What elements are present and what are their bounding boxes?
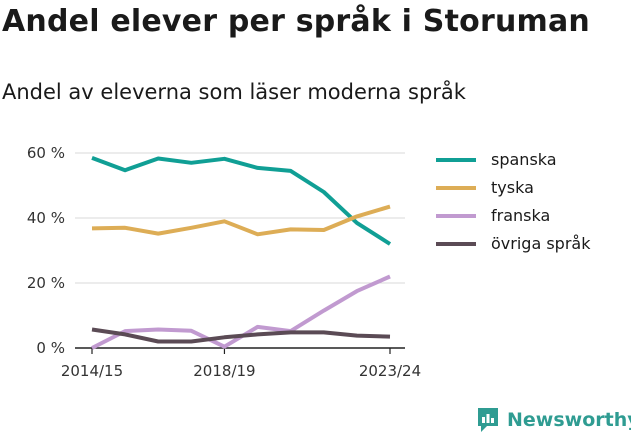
legend-label-spanska: spanska [491,150,557,169]
y-tick-label: 60 % [27,144,65,162]
brand-name: Newsworthy [507,409,631,431]
y-tick-label: 40 % [27,209,65,227]
legend: spanska tyska franska övriga språk [436,150,591,253]
y-tick-label: 0 % [36,339,65,357]
series-lines [91,156,392,350]
chart-subtitle: Andel av eleverna som läser moderna språ… [2,80,466,104]
series-line-spanska [91,156,392,246]
newsworthy-logo-icon [478,408,498,432]
series-line-tyska [91,204,391,237]
chart-title: Andel elever per språk i Storuman [2,4,590,39]
x-tick-label: 2014/15 [61,362,123,380]
series-line-övriga-språk [91,327,391,344]
line-chart: 0 % 20 % 40 % 60 % 2014/15 2018/19 2023/24 spa… [27,144,591,380]
legend-label-franska: franska [491,206,550,225]
y-tick-label: 20 % [27,274,65,292]
x-tick-label: 2023/24 [359,362,421,380]
axes: 0 % 20 % 40 % 60 % 2014/15 2018/19 2023/24 [27,144,421,380]
legend-label-tyska: tyska [491,178,534,197]
x-tick-label: 2018/19 [193,362,255,380]
grid-lines [75,152,405,349]
legend-label-övriga-språk: övriga språk [491,234,591,253]
newsworthy-brand: Newsworthy [476,406,631,434]
